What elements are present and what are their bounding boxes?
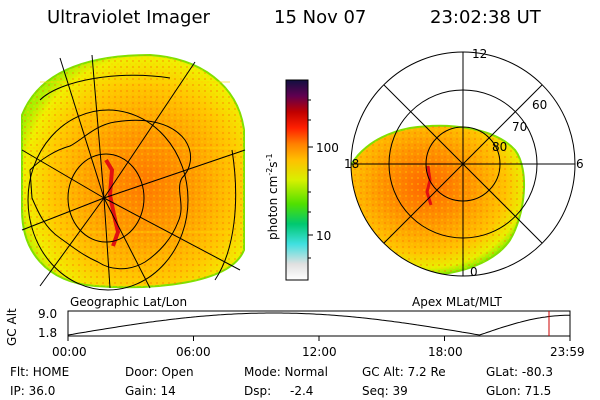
mlt-label-18: 18 [344, 157, 360, 171]
ip-status: IP: 36.0 [10, 384, 56, 398]
orbit-ylabel: GC Alt [5, 308, 19, 346]
orbit-altitude-plot [67, 310, 571, 341]
orbit-ytick-max: 9.0 [38, 307, 58, 321]
colorbar-unit-label: photon cm-2s-1 [265, 153, 280, 240]
mlat-label-70: 70 [512, 120, 528, 134]
orbit-xtick-0000: 00:00 [52, 345, 87, 359]
glon-status: GLon: 71.5 [486, 384, 552, 398]
color-scale-bar [285, 79, 313, 281]
orbit-ytick-min: 1.8 [38, 326, 58, 340]
mlat-label-80: 80 [492, 140, 508, 154]
geographic-image [21, 53, 246, 291]
orbit-time-ticks [67, 336, 571, 341]
colorbar-tick-100: 100 [316, 141, 339, 155]
image-time: 23:02:38 UT [430, 7, 541, 28]
filter-status: Flt: HOME [10, 365, 70, 379]
mlt-label-6: 6 [576, 157, 584, 171]
magnetic-polar-plot [350, 51, 576, 277]
mlt-label-0: 0 [470, 265, 478, 279]
longitude-grid [21, 54, 246, 289]
door-status: Door: Open [125, 365, 194, 379]
mode-status: Mode: Normal [244, 365, 328, 379]
geographic-panel-label: Geographic Lat/Lon [70, 295, 188, 309]
magnetic-panel-label: Apex MLat/MLT [412, 295, 502, 309]
orbit-xtick-0600: 06:00 [176, 345, 211, 359]
colorbar-tick-10: 10 [316, 229, 332, 243]
mlt-label-12: 12 [472, 47, 488, 61]
gain-status: Gain: 14 [125, 384, 176, 398]
coastline-outline [29, 119, 192, 270]
latitude-grid [27, 74, 237, 291]
image-date: 15 Nov 07 [274, 7, 367, 28]
mlat-label-60: 60 [532, 98, 548, 112]
auroral-streak-left [104, 158, 121, 247]
glat-status: GLat: -80.3 [486, 365, 553, 379]
instrument-title: Ultraviolet Imager [47, 7, 210, 28]
orbit-xtick-1800: 18:00 [428, 345, 463, 359]
orbit-xtick-1200: 12:00 [302, 345, 337, 359]
orbit-altitude-curve [67, 312, 570, 336]
orbit-xtick-2359: 23:59 [550, 345, 585, 359]
gc-alt-status: GC Alt: 7.2 Re [362, 365, 446, 379]
dsp-label: Dsp: [244, 384, 272, 398]
seq-status: Seq: 39 [362, 384, 408, 398]
dsp-value: -2.4 [290, 384, 314, 398]
